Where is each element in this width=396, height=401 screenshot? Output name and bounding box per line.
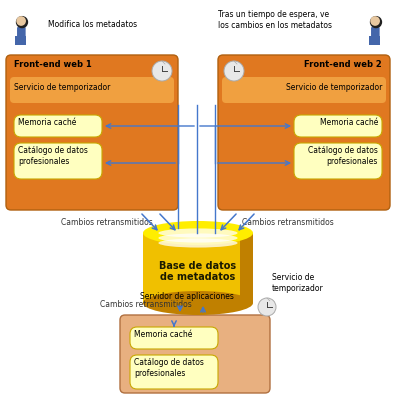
Circle shape [370, 16, 380, 26]
Bar [143, 233, 253, 303]
Text: Servicio de temporizador: Servicio de temporizador [14, 83, 110, 92]
Text: Cambios retransmitidos: Cambios retransmitidos [100, 300, 192, 309]
Text: Cambios retransmitidos: Cambios retransmitidos [242, 218, 334, 227]
Ellipse shape [158, 233, 238, 243]
Text: Catálogo de datos
profesionales: Catálogo de datos profesionales [18, 146, 88, 166]
Ellipse shape [158, 239, 238, 247]
FancyBboxPatch shape [222, 77, 386, 103]
Ellipse shape [143, 221, 253, 245]
FancyBboxPatch shape [6, 55, 178, 210]
Text: Front-end web 2: Front-end web 2 [304, 60, 382, 69]
FancyBboxPatch shape [14, 143, 102, 179]
Text: Memoria caché: Memoria caché [18, 118, 76, 127]
Text: Front-end web 1: Front-end web 1 [14, 60, 92, 69]
FancyBboxPatch shape [218, 55, 390, 210]
Circle shape [370, 16, 382, 28]
Ellipse shape [158, 229, 238, 237]
Text: Memoria caché: Memoria caché [320, 118, 378, 127]
Text: Servidor de aplicaciones: Servidor de aplicaciones [140, 292, 234, 301]
FancyBboxPatch shape [130, 327, 218, 349]
FancyBboxPatch shape [17, 27, 26, 38]
FancyBboxPatch shape [10, 77, 174, 103]
Text: Servicio de temporizador: Servicio de temporizador [286, 83, 382, 92]
Text: Tras un tiempo de espera, ve
los cambios en los metadatos: Tras un tiempo de espera, ve los cambios… [218, 10, 332, 30]
Text: Modifica los metadatos: Modifica los metadatos [48, 20, 137, 29]
Circle shape [16, 16, 28, 28]
FancyBboxPatch shape [371, 27, 380, 38]
Polygon shape [369, 36, 381, 45]
Text: Memoria caché: Memoria caché [134, 330, 192, 339]
Text: Catálogo de datos
profesionales: Catálogo de datos profesionales [308, 146, 378, 166]
FancyBboxPatch shape [294, 143, 382, 179]
Bar [240, 233, 253, 303]
Text: Cambios retransmitidos: Cambios retransmitidos [61, 218, 153, 227]
Circle shape [258, 298, 276, 316]
Text: Catálogo de datos
profesionales: Catálogo de datos profesionales [134, 358, 204, 378]
Ellipse shape [143, 291, 253, 315]
FancyBboxPatch shape [130, 355, 218, 389]
Text: Base de datos
de metadatos: Base de datos de metadatos [160, 261, 236, 282]
Circle shape [152, 61, 172, 81]
Polygon shape [15, 36, 27, 45]
Text: Servicio de
temporizador: Servicio de temporizador [272, 273, 324, 293]
FancyBboxPatch shape [120, 315, 270, 393]
Circle shape [16, 16, 26, 26]
Circle shape [224, 61, 244, 81]
FancyBboxPatch shape [14, 115, 102, 137]
FancyBboxPatch shape [294, 115, 382, 137]
